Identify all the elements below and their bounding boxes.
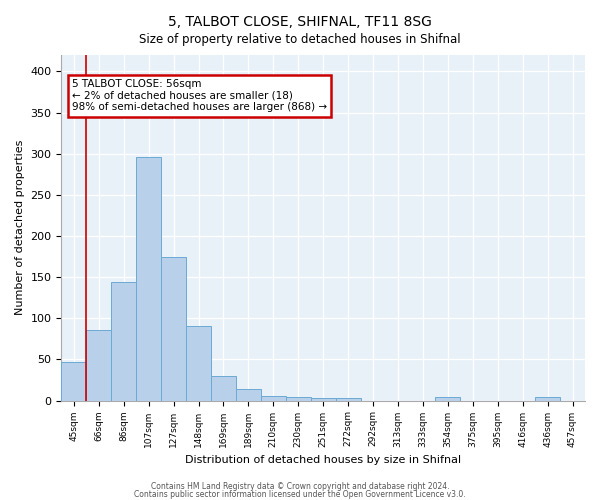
Bar — [186, 326, 211, 400]
Text: 5 TALBOT CLOSE: 56sqm
← 2% of detached houses are smaller (18)
98% of semi-detac: 5 TALBOT CLOSE: 56sqm ← 2% of detached h… — [72, 79, 327, 112]
Bar — [61, 362, 86, 401]
Bar — [86, 330, 111, 400]
Bar — [261, 396, 286, 400]
Bar — [211, 376, 236, 400]
Bar — [436, 398, 460, 400]
Text: 5, TALBOT CLOSE, SHIFNAL, TF11 8SG: 5, TALBOT CLOSE, SHIFNAL, TF11 8SG — [168, 15, 432, 29]
Bar — [236, 389, 261, 400]
Text: Contains public sector information licensed under the Open Government Licence v3: Contains public sector information licen… — [134, 490, 466, 499]
Bar — [136, 157, 161, 400]
Bar — [311, 398, 335, 400]
Bar — [111, 282, 136, 401]
Bar — [286, 398, 311, 400]
X-axis label: Distribution of detached houses by size in Shifnal: Distribution of detached houses by size … — [185, 455, 461, 465]
Bar — [335, 398, 361, 400]
Text: Contains HM Land Registry data © Crown copyright and database right 2024.: Contains HM Land Registry data © Crown c… — [151, 482, 449, 491]
Bar — [161, 258, 186, 400]
Text: Size of property relative to detached houses in Shifnal: Size of property relative to detached ho… — [139, 32, 461, 46]
Y-axis label: Number of detached properties: Number of detached properties — [15, 140, 25, 316]
Bar — [535, 398, 560, 400]
